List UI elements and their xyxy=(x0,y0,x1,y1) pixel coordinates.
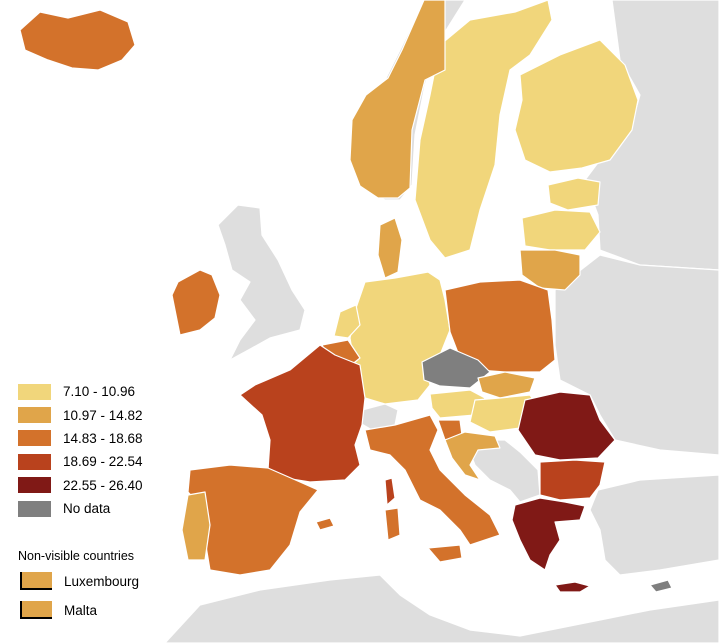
legend-row: 14.83 - 18.68 xyxy=(18,427,143,450)
country-estonia xyxy=(547,177,601,211)
country-france-corsica xyxy=(384,477,396,506)
legend-swatch xyxy=(20,572,52,590)
country-norway-highlight xyxy=(349,0,446,199)
legend-swatch xyxy=(18,407,51,424)
legend-swatch xyxy=(18,383,51,400)
legend-label: No data xyxy=(63,501,111,517)
legend-swatch xyxy=(18,477,51,494)
non-visible-title: Non-visible countries xyxy=(18,549,135,563)
legend-row: No data xyxy=(18,497,143,520)
legend-label: 7.10 - 10.96 xyxy=(63,384,136,400)
country-lithuania xyxy=(519,249,581,291)
map-legend: 7.10 - 10.96 10.97 - 14.82 14.83 - 18.68… xyxy=(18,380,143,520)
country-portugal xyxy=(181,491,211,561)
region-uk xyxy=(217,204,306,361)
legend-swatch xyxy=(18,430,51,447)
legend-swatch xyxy=(20,601,52,619)
country-latvia xyxy=(521,209,601,251)
legend-row: 10.97 - 14.82 xyxy=(18,403,143,426)
legend-swatch xyxy=(18,453,51,470)
country-sweden xyxy=(414,0,553,259)
country-bulgaria xyxy=(539,459,606,501)
country-finland xyxy=(514,39,639,173)
non-visible-item-malta: Malta xyxy=(20,601,97,619)
country-france xyxy=(239,344,366,483)
country-slovakia xyxy=(477,371,536,399)
country-italy-sardinia xyxy=(384,507,401,541)
region-balkans xyxy=(464,439,541,503)
country-greece xyxy=(511,497,586,571)
country-romania xyxy=(517,391,616,461)
region-turkey xyxy=(589,474,719,576)
country-greece-islands xyxy=(554,581,591,593)
region-ukraine-belarus xyxy=(554,254,719,456)
country-iceland xyxy=(19,9,136,71)
legend-row: 18.69 - 22.54 xyxy=(18,450,143,473)
non-visible-item-luxembourg: Luxembourg xyxy=(20,572,139,590)
legend-label: 18.69 - 22.54 xyxy=(63,454,143,470)
legend-row: 22.55 - 26.40 xyxy=(18,474,143,497)
legend-swatch xyxy=(18,500,51,517)
country-ireland xyxy=(171,269,221,336)
country-italy xyxy=(364,414,501,546)
legend-label: 14.83 - 18.68 xyxy=(63,430,143,446)
legend-label: 10.97 - 14.82 xyxy=(63,407,143,423)
country-cyprus xyxy=(649,579,673,593)
legend-row: 7.10 - 10.96 xyxy=(18,380,143,403)
region-north-africa xyxy=(164,574,719,643)
country-italy-sicily xyxy=(427,544,463,563)
legend-label: Luxembourg xyxy=(64,573,140,589)
country-netherlands xyxy=(333,304,361,339)
country-denmark xyxy=(377,217,403,279)
country-croatia xyxy=(444,431,501,481)
legend-label: Malta xyxy=(64,602,98,618)
country-spain-balearic xyxy=(315,517,335,531)
legend-label: 22.55 - 26.40 xyxy=(63,477,143,493)
